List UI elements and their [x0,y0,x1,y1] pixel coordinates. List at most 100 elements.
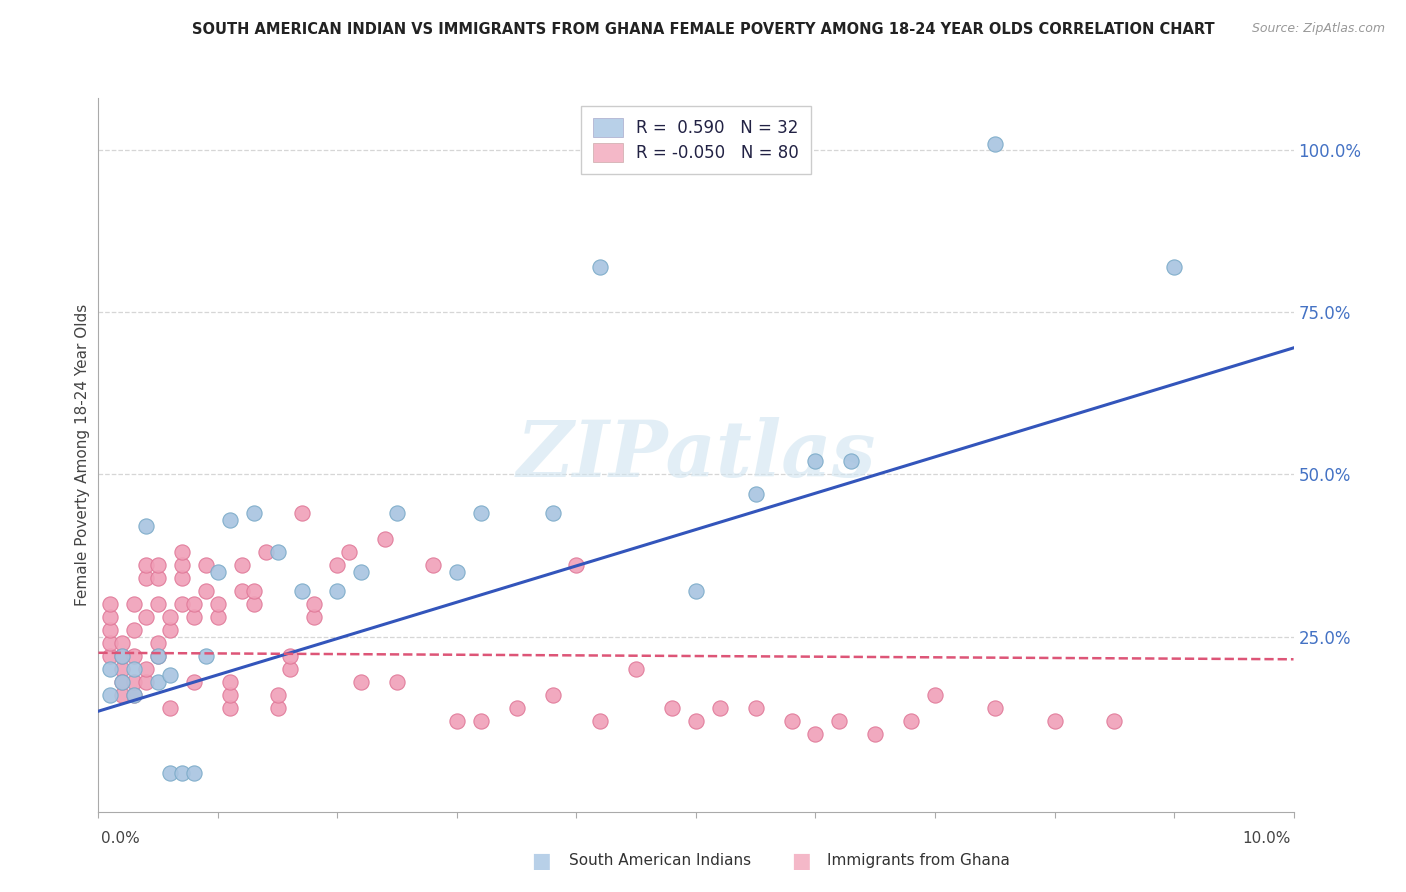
Point [124,688,146,702]
Point [446,714,468,728]
Point [148,636,170,650]
Point [984,701,1007,715]
Point [124,688,146,702]
Point [243,506,266,520]
Point [278,662,301,676]
Y-axis label: Female Poverty Among 18-24 Year Olds: Female Poverty Among 18-24 Year Olds [75,304,90,606]
Point [984,136,1007,151]
Point [135,610,157,624]
Point [254,545,277,559]
Point [111,636,134,650]
Point [159,610,181,624]
Point [183,597,205,611]
Point [219,701,242,715]
Point [135,662,157,676]
Point [219,675,242,690]
Point [172,765,194,780]
Point [159,765,181,780]
Point [207,610,229,624]
Point [1104,714,1126,728]
Point [470,506,492,520]
Point [374,533,396,547]
Point [159,701,181,715]
Point [385,675,409,690]
Point [243,597,266,611]
Text: ZIPatlas: ZIPatlas [516,417,876,493]
Legend: R =  0.590   N = 32, R = -0.050   N = 80: R = 0.590 N = 32, R = -0.050 N = 80 [581,106,811,174]
Point [565,558,588,573]
Text: 10.0%: 10.0% [1243,831,1291,846]
Point [195,648,218,663]
Point [111,675,134,690]
Point [195,584,218,599]
Point [207,565,229,579]
Point [231,558,253,573]
Point [291,506,314,520]
Point [111,688,134,702]
Point [124,648,146,663]
Point [900,714,922,728]
Point [291,584,314,599]
Point [541,506,564,520]
Point [302,597,325,611]
Point [685,714,707,728]
Point [124,597,146,611]
Point [135,571,157,585]
Point [183,610,205,624]
Point [865,727,887,741]
Point [1043,714,1066,728]
Point [100,662,122,676]
Point [124,662,146,676]
Point [350,565,373,579]
Point [267,701,290,715]
Point [124,623,146,637]
Point [135,675,157,690]
Point [100,610,122,624]
Point [589,714,612,728]
Point [446,565,468,579]
Point [231,584,253,599]
Point [100,636,122,650]
Point [1163,260,1185,274]
Point [111,648,134,663]
Point [339,545,360,559]
Text: Immigrants from Ghana: Immigrants from Ghana [827,854,1010,868]
Point [709,701,731,715]
Point [172,558,194,573]
Point [148,648,170,663]
Point [183,765,205,780]
Point [278,648,301,663]
Point [135,519,157,533]
Point [302,610,325,624]
Point [804,454,827,468]
Text: 0.0%: 0.0% [101,831,141,846]
Point [541,688,564,702]
Point [267,545,290,559]
Point [589,260,612,274]
Point [506,701,529,715]
Point [243,584,266,599]
Point [159,668,181,682]
Point [172,597,194,611]
Point [148,558,170,573]
Point [326,584,349,599]
Point [148,675,170,690]
Point [661,701,683,715]
Point [780,714,803,728]
Point [100,688,122,702]
Point [745,701,768,715]
Point [135,558,157,573]
Text: South American Indians: South American Indians [569,854,752,868]
Point [148,597,170,611]
Point [100,648,122,663]
Point [267,688,290,702]
Point [207,597,229,611]
Point [828,714,851,728]
Point [172,571,194,585]
Point [159,623,181,637]
Point [100,623,122,637]
Text: SOUTH AMERICAN INDIAN VS IMMIGRANTS FROM GHANA FEMALE POVERTY AMONG 18-24 YEAR O: SOUTH AMERICAN INDIAN VS IMMIGRANTS FROM… [191,22,1215,37]
Point [326,558,349,573]
Text: ■: ■ [531,851,551,871]
Point [422,558,444,573]
